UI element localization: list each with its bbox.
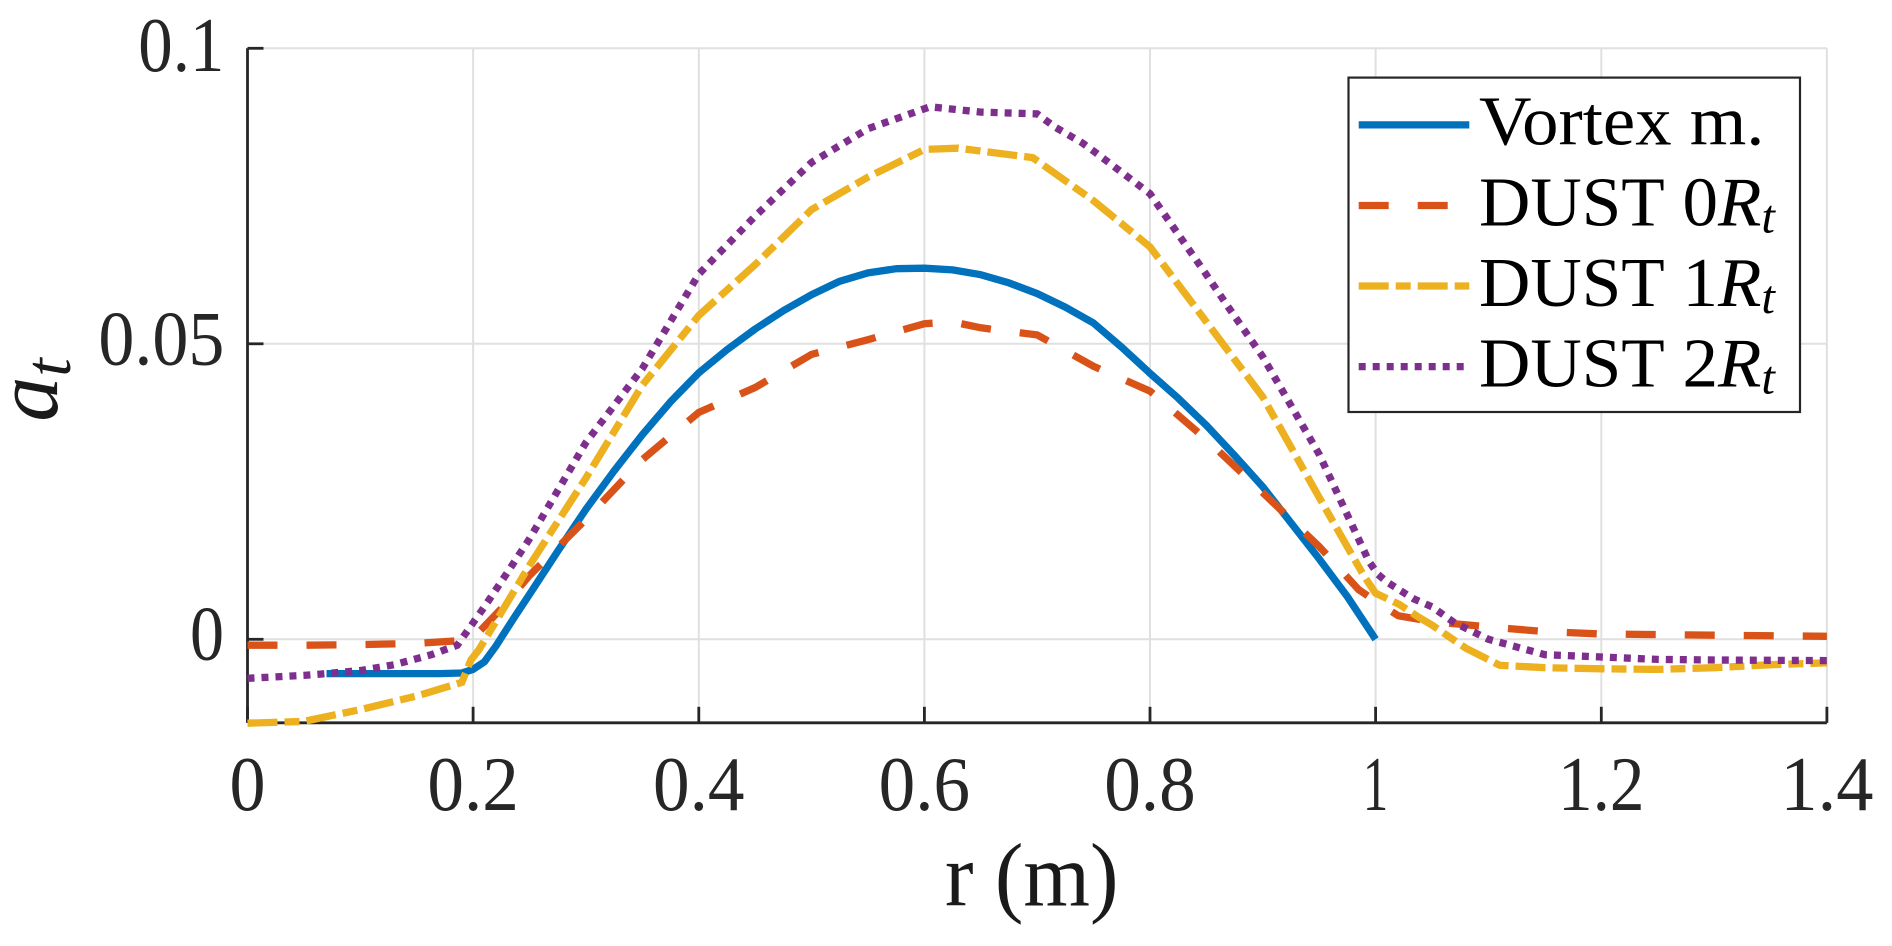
svg-text:1: 1 <box>1363 741 1389 827</box>
svg-text:1.4: 1.4 <box>1780 741 1873 827</box>
svg-text:at: at <box>0 357 85 422</box>
svg-text:DUST 2Rt: DUST 2Rt <box>1479 325 1777 404</box>
svg-text:0.1: 0.1 <box>138 2 224 88</box>
svg-text:0: 0 <box>190 591 224 677</box>
svg-text:DUST 0Rt: DUST 0Rt <box>1479 164 1777 243</box>
svg-text:0: 0 <box>230 741 266 827</box>
svg-text:r (m): r (m) <box>945 827 1119 926</box>
svg-text:0.6: 0.6 <box>879 741 971 827</box>
svg-text:0.4: 0.4 <box>653 741 745 827</box>
svg-text:DUST 1Rt: DUST 1Rt <box>1479 245 1777 324</box>
svg-text:Vortex m.: Vortex m. <box>1479 84 1765 161</box>
svg-text:0.8: 0.8 <box>1104 741 1196 827</box>
svg-text:0.2: 0.2 <box>427 741 519 827</box>
svg-text:0.05: 0.05 <box>98 296 224 382</box>
svg-text:1.2: 1.2 <box>1558 741 1645 827</box>
